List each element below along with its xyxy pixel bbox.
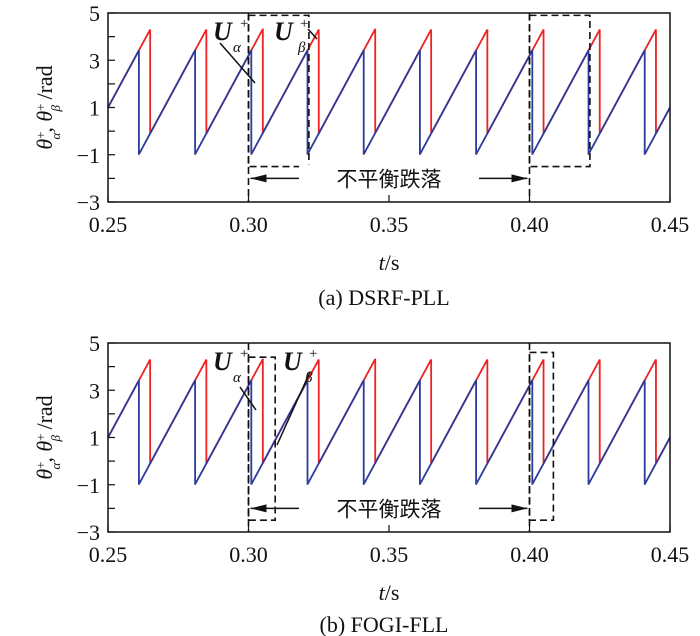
u-beta-sup: + (309, 346, 317, 362)
y-tick-label: −3 (77, 190, 100, 215)
u-alpha-leader (239, 386, 257, 411)
x-tick-label: 0.35 (370, 212, 409, 237)
x-tick-label: 0.30 (229, 542, 268, 567)
series-line-beta (107, 379, 671, 485)
highlight-box-start (247, 14, 310, 168)
u-alpha-sup: + (240, 16, 248, 32)
x-axis-label: t/s (379, 580, 400, 605)
y-tick-label: −1 (77, 143, 100, 168)
y-axis-label: θ+α, θ+β /rad (32, 65, 63, 149)
arrow-left-head (250, 504, 267, 513)
x-tick-label: 0.40 (510, 212, 549, 237)
x-tick-label: 0.25 (89, 542, 128, 567)
x-tick-label: 0.25 (89, 212, 128, 237)
event-label: 不平衡跌落 (337, 167, 442, 191)
u-beta-label: U (283, 347, 303, 376)
y-tick-label: 5 (89, 1, 100, 26)
u-beta-sup: + (300, 16, 308, 32)
arrow-right-head (511, 174, 528, 183)
series-line-alpha (107, 28, 671, 134)
y-tick-label: −3 (77, 520, 100, 545)
y-tick-label: 5 (89, 331, 100, 356)
y-tick-label: 3 (89, 378, 100, 403)
u-alpha-label: U (213, 347, 233, 376)
u-beta-sub: β (297, 40, 306, 56)
chart-b: 5 3 1 −1 −30.25 0.30 0.35 0.40 0.45 t/s (b) FOGI-F… (32, 331, 689, 636)
y-tick-label: −1 (77, 473, 100, 498)
u-alpha-sup: + (240, 346, 248, 362)
x-axis-label: t/s (379, 250, 400, 275)
arrow-right-head (511, 504, 528, 513)
y-tick-label: 1 (89, 426, 100, 451)
u-alpha-leader (219, 42, 256, 84)
u-alpha-label: U (213, 17, 233, 46)
series-line-alpha (107, 358, 671, 464)
u-alpha-sub: α (233, 370, 242, 386)
y-tick-label: 1 (89, 96, 100, 121)
u-beta-label: U (274, 17, 294, 46)
x-tick-label: 0.45 (651, 542, 690, 567)
event-label-bg (299, 494, 479, 523)
y-tick-label: 3 (89, 48, 100, 73)
x-tick-label: 0.45 (651, 212, 690, 237)
chart-caption: (a) DSRF-PLL (318, 285, 449, 310)
u-beta-sub: β (304, 370, 313, 386)
chart-a: 5 3 1 −1 −30.25 0.30 0.35 0.40 0.45 t/s (a) DSRF-P… (32, 1, 689, 310)
highlight-box-end (528, 14, 591, 168)
u-beta-leader (307, 28, 318, 40)
event-label: 不平衡跌落 (337, 497, 442, 521)
x-tick-label: 0.35 (370, 542, 409, 567)
highlight-box-end (528, 351, 555, 521)
x-tick-label: 0.40 (510, 542, 549, 567)
x-tick-label: 0.30 (229, 212, 268, 237)
highlight-box-start (247, 356, 276, 521)
event-label-bg (299, 164, 479, 193)
y-axis-label: θ+α, θ+β /rad (32, 395, 63, 479)
u-alpha-sub: α (233, 40, 242, 56)
arrow-left-head (250, 174, 267, 183)
chart-caption: (b) FOGI-FLL (320, 612, 449, 636)
series-line-beta (107, 49, 671, 155)
u-beta-leader (276, 371, 311, 446)
